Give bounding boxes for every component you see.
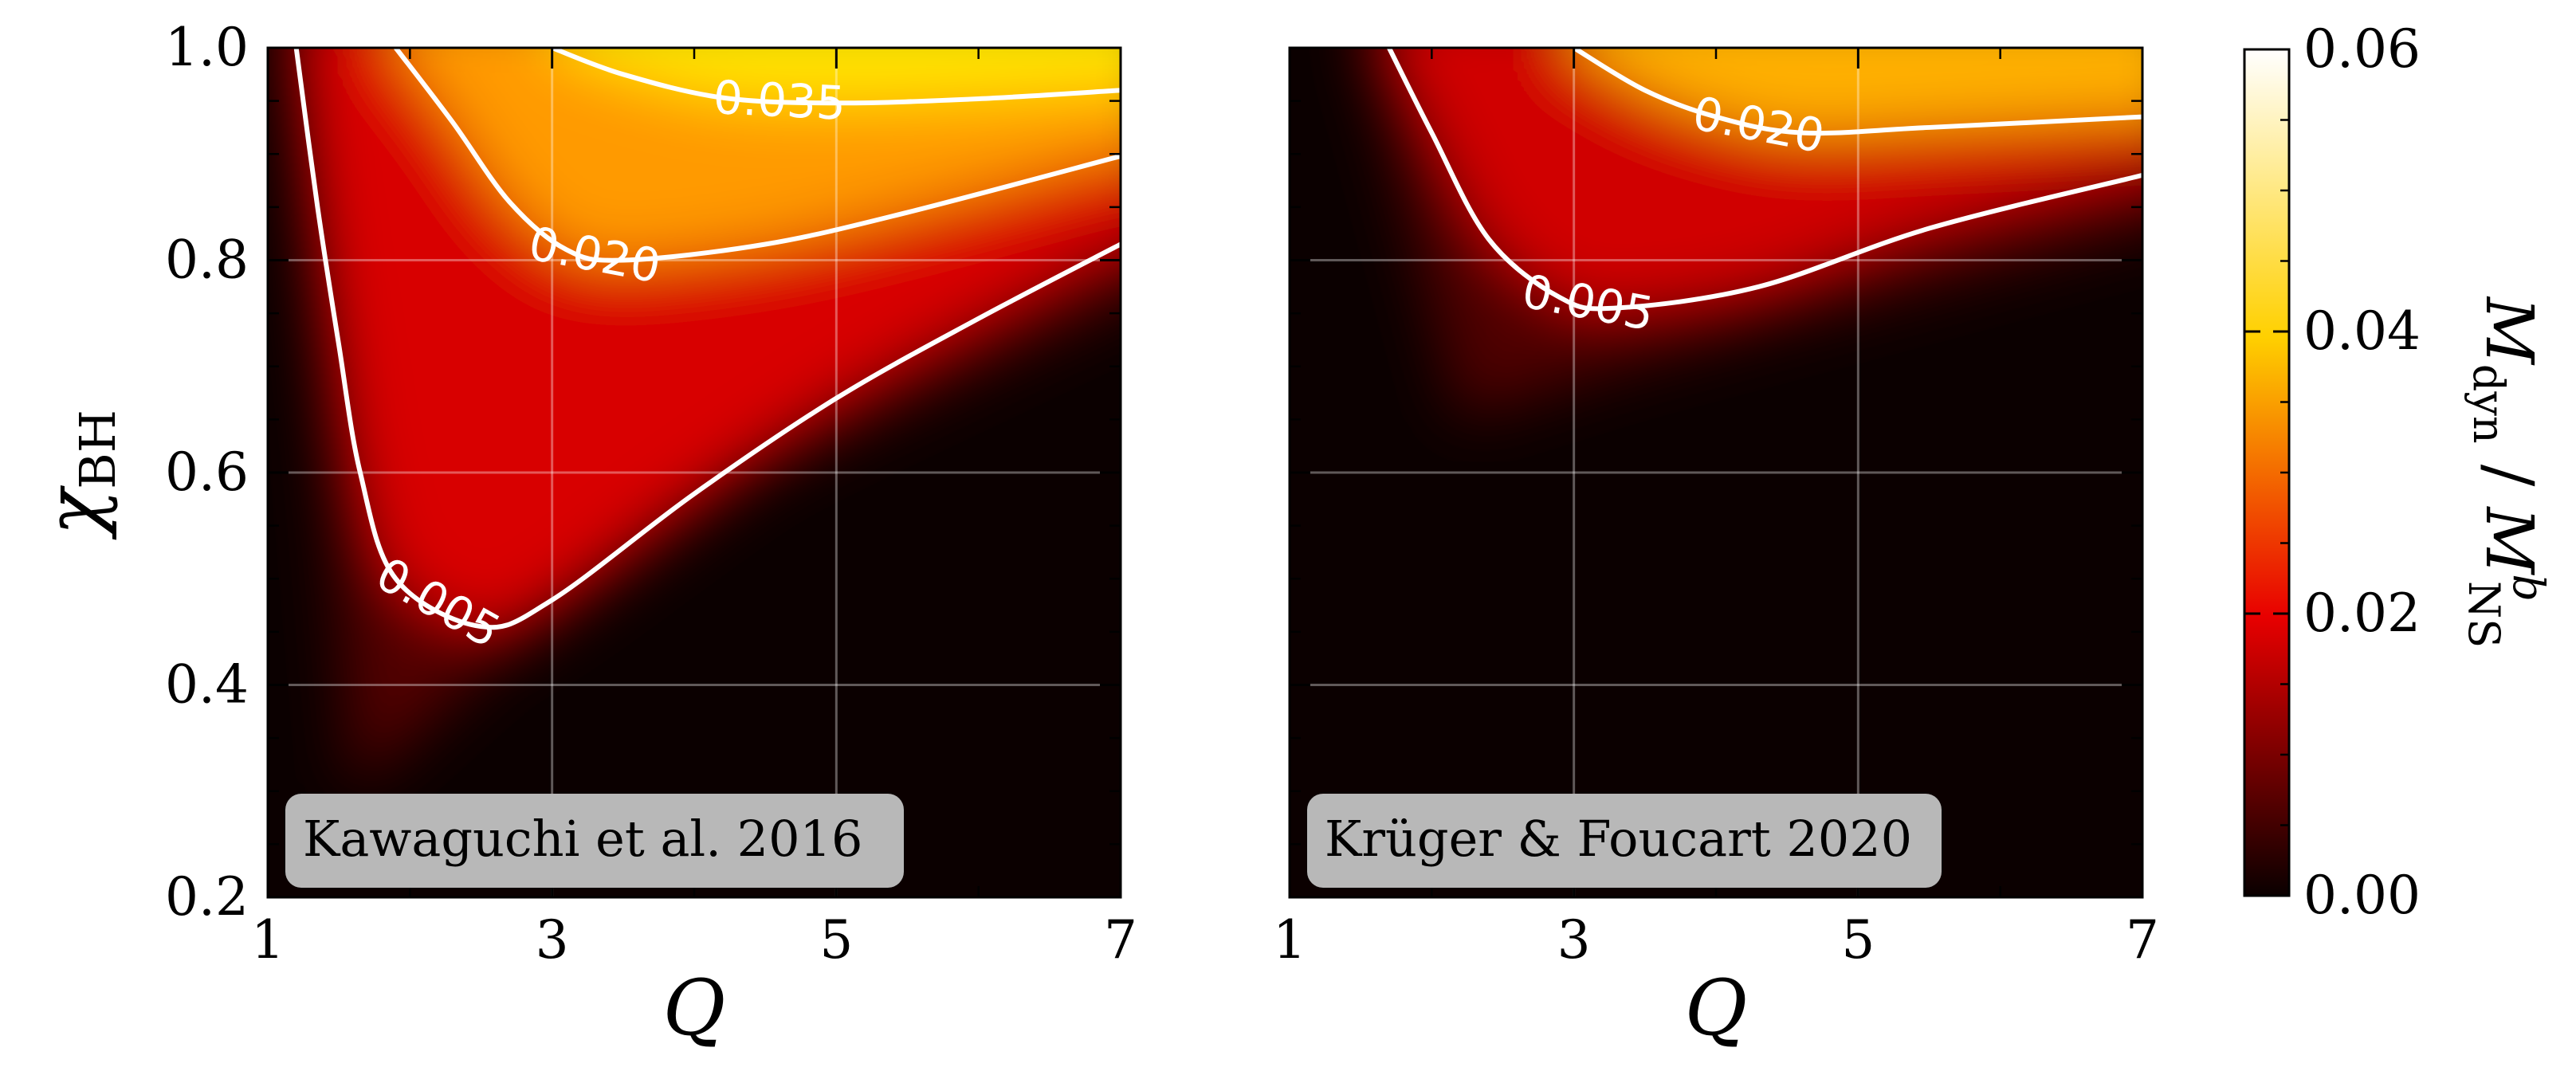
x-tick-label: 5	[1841, 909, 1875, 971]
heatmap-region-top	[1573, 48, 2142, 134]
colorbar-label-sep: /	[2471, 444, 2547, 508]
panel-badge: Kawaguchi et al. 2016	[285, 794, 904, 888]
y-axis-title-symbol: χ	[29, 485, 119, 540]
colorbar-label-main: M	[2471, 296, 2547, 366]
panel-label: Kawaguchi et al. 2016	[303, 810, 862, 868]
colorbar-label-main-sub: dyn	[2464, 364, 2514, 444]
heatmap-field	[1361, 48, 2142, 420]
panel-badge: Krüger & Foucart 2020	[1307, 794, 1942, 888]
colorbar-ticks: 0.00 0.02 0.04 0.06	[2244, 18, 2421, 926]
x-tick-label: 1	[1273, 909, 1306, 971]
colorbar-tick-label: 0.00	[2303, 865, 2421, 926]
contour-line-0.020	[394, 46, 1121, 263]
x-tick-label: 7	[1104, 909, 1137, 971]
y-tick-label: 0.8	[165, 230, 249, 291]
panel-label: Krüger & Foucart 2020	[1325, 810, 1912, 868]
axis-ticks: 1 3 5 7	[1273, 46, 2159, 971]
svg-text:Mdyn / MbNS: Mdyn / MbNS	[2459, 296, 2554, 648]
x-tick-label: 7	[2126, 909, 2159, 971]
colorbar-tick-label: 0.06	[2303, 18, 2421, 80]
y-axis-title: χBH	[29, 410, 127, 540]
colorbar-tick-label: 0.04	[2303, 300, 2421, 362]
colorbar-label-denom: M	[2471, 505, 2547, 575]
x-tick-label: 3	[1557, 909, 1591, 971]
y-tick-label: 0.4	[165, 654, 249, 716]
x-tick-label: 3	[536, 909, 569, 971]
grid-lines	[1290, 48, 2142, 897]
contour-line-0.035	[551, 45, 1121, 106]
y-axis-title-subscript: BH	[69, 410, 127, 489]
grid-lines	[268, 48, 1121, 897]
colorbar-label-denom-sub: NS	[2459, 581, 2509, 648]
colorbar: 0.00 0.02 0.04 0.06 Mdyn / MbNS	[2243, 18, 2554, 926]
x-tick-label: 1	[251, 909, 285, 971]
y-tick-label: 0.6	[165, 441, 249, 503]
x-tick-label: 5	[819, 909, 853, 971]
axis-ticks: 1 3 5 7 0.2 0.4 0.6 0.8 1.0	[165, 17, 1137, 971]
colorbar-label-denom-sup: b	[2503, 574, 2554, 602]
x-axis-title-left: Q	[663, 963, 726, 1053]
contour-label-0.035: 0.035	[712, 70, 846, 131]
contour-line-0.005	[293, 47, 1122, 630]
colorbar-label: Mdyn / MbNS	[2459, 296, 2554, 648]
x-axis-title-right: Q	[1685, 963, 1748, 1053]
y-tick-label: 0.2	[165, 866, 249, 928]
colorbar-tick-label: 0.02	[2303, 583, 2421, 644]
svg-text:χBH: χBH	[29, 410, 127, 540]
contour-line-0.020	[1573, 45, 2143, 136]
y-tick-label: 1.0	[165, 17, 249, 78]
contour-line-0.005	[1387, 46, 2143, 312]
heatmap-region-top	[552, 48, 1121, 104]
